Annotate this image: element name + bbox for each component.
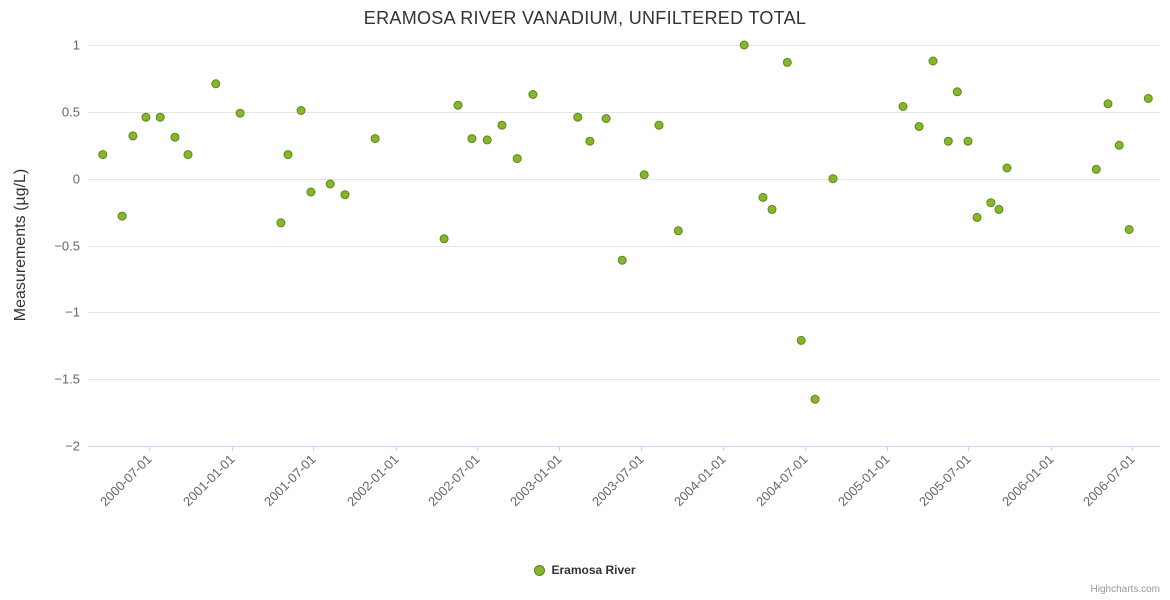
data-point[interactable] xyxy=(828,174,838,184)
y-axis-tick-label: 1 xyxy=(73,38,80,53)
data-point[interactable] xyxy=(943,136,953,146)
data-point[interactable] xyxy=(963,136,973,146)
data-point[interactable] xyxy=(810,394,820,404)
data-point[interactable] xyxy=(296,106,306,115)
data-point[interactable] xyxy=(573,112,583,122)
data-point[interactable] xyxy=(782,57,792,67)
legend-item-eramosa-river[interactable]: Eramosa River xyxy=(0,563,1170,577)
data-point[interactable] xyxy=(1143,94,1153,103)
data-point[interactable] xyxy=(639,170,649,180)
data-point[interactable] xyxy=(170,132,180,142)
data-point[interactable] xyxy=(117,211,127,221)
data-point[interactable] xyxy=(654,120,664,130)
data-point[interactable] xyxy=(1002,163,1012,173)
data-point[interactable] xyxy=(467,134,477,144)
data-point[interactable] xyxy=(972,212,982,222)
data-point[interactable] xyxy=(276,218,286,228)
data-point[interactable] xyxy=(739,40,749,50)
highcharts-credits-link[interactable]: Highcharts.com xyxy=(1090,584,1160,595)
data-point[interactable] xyxy=(986,198,996,208)
x-axis-tick-label: 2006-01-01 xyxy=(999,452,1057,510)
data-point[interactable] xyxy=(283,150,293,160)
data-point[interactable] xyxy=(482,135,492,145)
data-point[interactable] xyxy=(98,150,108,160)
data-point[interactable] xyxy=(340,190,350,200)
data-point[interactable] xyxy=(306,187,316,197)
x-axis-tick-label: 2001-07-01 xyxy=(261,452,319,510)
data-point[interactable] xyxy=(453,100,463,110)
data-point[interactable] xyxy=(617,255,627,265)
x-axis-tick-label: 2006-07-01 xyxy=(1080,452,1138,510)
x-axis-tick-label: 2005-07-01 xyxy=(916,452,974,510)
data-point[interactable] xyxy=(585,136,595,146)
data-point[interactable] xyxy=(155,112,165,122)
legend-label: Eramosa River xyxy=(551,563,636,577)
data-point[interactable] xyxy=(370,134,380,144)
data-point[interactable] xyxy=(952,87,962,97)
x-axis-tick-label: 2002-01-01 xyxy=(344,452,402,510)
data-point[interactable] xyxy=(914,122,924,131)
data-point[interactable] xyxy=(601,114,611,123)
data-point[interactable] xyxy=(758,192,768,202)
y-axis-tick-label: −2 xyxy=(65,439,80,454)
data-point[interactable] xyxy=(183,150,193,160)
y-axis-tick-label: −1.5 xyxy=(54,372,80,387)
y-axis-tick-label: −0.5 xyxy=(54,239,80,254)
data-point[interactable] xyxy=(325,179,335,189)
data-point[interactable] xyxy=(994,204,1004,214)
data-point[interactable] xyxy=(928,56,938,66)
x-axis-tick-label: 2004-01-01 xyxy=(671,452,729,510)
y-axis-tick-label: −1 xyxy=(65,305,80,320)
data-point[interactable] xyxy=(211,79,221,89)
data-point[interactable] xyxy=(128,131,138,141)
data-point[interactable] xyxy=(235,108,245,118)
data-point[interactable] xyxy=(673,226,683,236)
data-point[interactable] xyxy=(796,335,806,345)
data-point[interactable] xyxy=(141,112,151,122)
data-point[interactable] xyxy=(439,234,449,244)
data-point[interactable] xyxy=(1114,140,1124,150)
data-point[interactable] xyxy=(528,90,538,99)
legend-marker-icon xyxy=(534,564,546,576)
x-axis-tick-label: 2002-07-01 xyxy=(425,452,483,510)
x-axis-tick-label: 2003-07-01 xyxy=(589,452,647,510)
x-axis-tick-label: 2004-07-01 xyxy=(753,452,811,510)
x-axis-tick-label: 2005-01-01 xyxy=(835,452,893,510)
x-axis-tick-label: 2001-01-01 xyxy=(180,452,238,510)
data-point[interactable] xyxy=(1091,164,1101,174)
y-axis-tick-label: 0.5 xyxy=(62,105,80,120)
data-point[interactable] xyxy=(767,204,777,214)
data-point[interactable] xyxy=(898,102,908,111)
data-point[interactable] xyxy=(1103,99,1113,109)
y-axis-tick-label: 0 xyxy=(73,172,80,187)
x-axis-tick-label: 2003-01-01 xyxy=(507,452,565,510)
data-point[interactable] xyxy=(1124,225,1134,234)
chart-title: ERAMOSA RIVER VANADIUM, UNFILTERED TOTAL xyxy=(363,8,807,28)
data-point[interactable] xyxy=(512,154,522,164)
x-axis-tick-label: 2000-07-01 xyxy=(97,452,155,510)
data-point[interactable] xyxy=(497,120,507,130)
